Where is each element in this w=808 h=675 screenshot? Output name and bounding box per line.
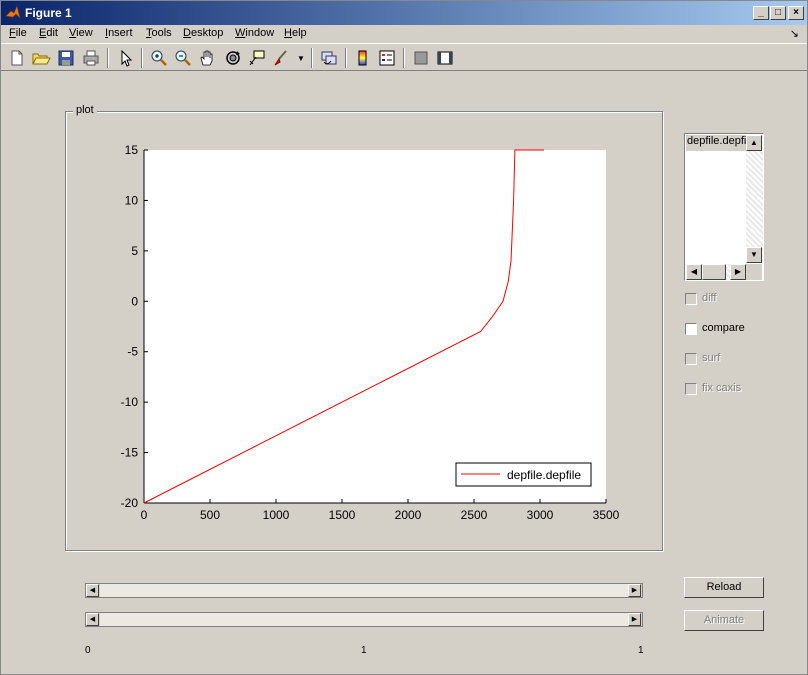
toolbar-separator [141,48,143,68]
y-tick-label: -20 [121,496,139,510]
figure-toolbar: ▼ [1,43,807,71]
checkbox-box[interactable] [685,353,697,365]
x-tick-label: 3000 [527,508,554,522]
menu-bar: File Edit View Insert Tools Desktop Wind… [1,25,807,43]
scroll-left-icon[interactable]: ◀ [686,264,702,280]
link-plot-icon[interactable] [319,48,339,68]
colorbar-icon[interactable] [353,48,373,68]
data-cursor-icon[interactable] [247,48,267,68]
animate-button[interactable]: Animate [684,610,764,631]
x-tick-label: 2000 [395,508,422,522]
menu-window[interactable]: Window [235,27,275,39]
listbox-vertical-scrollbar[interactable]: ▲ ▼ [746,135,763,263]
y-axis: -20 -15 -10 -5 0 5 10 15 [121,143,148,510]
brush-dropdown-icon[interactable]: ▼ [297,54,305,63]
y-tick-label: 10 [125,193,139,207]
checkbox-box[interactable] [685,293,697,305]
x-tick-label: 500 [200,508,220,522]
series-layer [143,149,544,504]
menu-insert[interactable]: Insert [105,27,133,39]
print-icon[interactable] [81,48,101,68]
legend-icon[interactable] [377,48,397,68]
y-tick-label: -5 [127,345,138,359]
y-tick-label: 0 [131,294,138,308]
window-title: Figure 1 [25,6,72,20]
slider-left-icon[interactable]: ◀ [86,584,99,597]
menu-tools[interactable]: Tools [146,27,172,39]
minimize-button[interactable]: _ [753,6,769,20]
hide-plot-tools-icon[interactable] [411,48,431,68]
menu-edit[interactable]: Edit [39,27,58,39]
maximize-button[interactable]: □ [770,6,786,20]
reload-button[interactable]: Reload [684,577,764,598]
x-tick-label: 0 [141,508,148,522]
listbox-horizontal-scrollbar[interactable]: ◀ ▶ [686,264,746,280]
checkbox-box[interactable] [685,383,697,395]
scroll-down-icon[interactable]: ▼ [746,247,762,263]
zoom-out-icon[interactable] [173,48,193,68]
slider-max-label: 1 [638,645,644,656]
checkbox-label: compare [702,322,745,334]
slider-left-icon[interactable]: ◀ [86,613,99,626]
menu-desktop[interactable]: Desktop [183,27,224,39]
scroll-up-icon[interactable]: ▲ [746,135,762,151]
checkbox-label: diff [702,292,717,304]
close-button[interactable]: × [788,6,804,20]
toolbar-separator [107,48,109,68]
menu-help[interactable]: Help [284,27,307,39]
time-slider-1[interactable]: ◀ ▶ [85,583,643,598]
y-tick-label: 5 [131,244,138,258]
slider-right-icon[interactable]: ▶ [628,584,641,597]
list-item[interactable]: depfile.depfile [686,135,746,151]
toolbar-separator [403,48,405,68]
toolbar-separator [345,48,347,68]
x-axis: 0 500 1000 1500 2000 2500 3000 3500 [141,499,620,522]
time-slider-2[interactable]: ◀ ▶ [85,612,643,627]
zoom-in-icon[interactable] [149,48,169,68]
brush-icon[interactable] [271,48,291,68]
axes-background [144,150,606,503]
open-folder-icon[interactable] [31,48,51,68]
title-bar[interactable]: Figure 1 _ □ × [1,1,807,25]
scroll-thumb[interactable] [702,264,726,280]
checkbox-label: fix caxis [702,382,742,394]
new-file-icon[interactable] [7,48,27,68]
save-icon[interactable] [56,48,76,68]
x-tick-label: 2500 [461,508,488,522]
checkbox-label: surf [702,352,721,364]
slider-track[interactable] [100,613,628,626]
menu-view[interactable]: View [69,27,93,39]
dataset-listbox[interactable]: depfile.depfile ▲ ▼ ◀ ▶ [684,133,764,281]
legend-label: depfile.depfile [507,468,581,482]
slider-right-icon[interactable]: ▶ [628,613,641,626]
series-line [143,149,544,504]
x-tick-label: 1000 [263,508,290,522]
pan-hand-icon[interactable] [197,48,217,68]
checkbox-box[interactable] [685,323,697,335]
scroll-corner [746,264,762,280]
slider-current-label: 1 [361,645,367,656]
legend-box[interactable]: depfile.depfile [455,462,592,487]
pointer-icon[interactable] [116,48,136,68]
plot-panel [65,111,663,551]
plot-panel-title: plot [73,104,97,116]
matlab-logo-icon [5,5,21,19]
show-plot-tools-icon[interactable] [435,48,455,68]
y-tick-label: 15 [125,143,139,157]
y-tick-label: -15 [121,446,139,460]
dock-arrow-icon[interactable]: ↘ [789,28,799,40]
rotate-3d-icon[interactable] [223,48,243,68]
slider-track[interactable] [100,584,628,597]
toolbar-separator [311,48,313,68]
y-tick-label: -10 [121,395,139,409]
x-tick-label: 3500 [593,508,620,522]
scroll-right-icon[interactable]: ▶ [730,264,746,280]
x-tick-label: 1500 [329,508,356,522]
slider-min-label: 0 [85,645,91,656]
menu-file[interactable]: File [9,27,27,39]
